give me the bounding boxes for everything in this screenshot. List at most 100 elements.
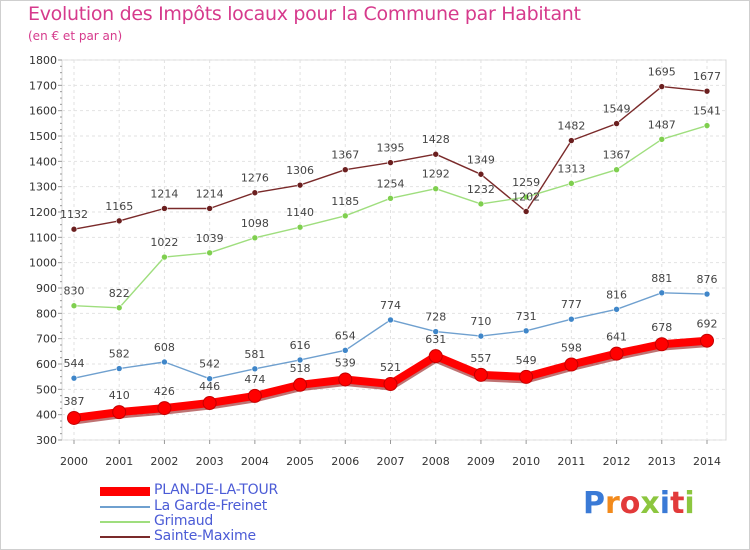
data-point-plan-de-la-tour <box>654 337 669 352</box>
data-label-grimaud: 1313 <box>557 162 585 175</box>
x-tick-label: 2004 <box>241 455 269 468</box>
logo-letter: r <box>605 486 620 521</box>
data-label-grimaud: 1487 <box>648 118 676 131</box>
x-tick-label: 2013 <box>648 455 676 468</box>
legend-swatch <box>100 506 150 508</box>
data-point-grimaud <box>387 195 394 202</box>
data-label-sainte-maxime: 1165 <box>105 200 133 213</box>
data-label-plan-de-la-tour: 446 <box>199 380 220 393</box>
data-point-grimaud <box>432 185 440 192</box>
data-label-plan-de-la-tour: 678 <box>651 321 672 334</box>
data-point-plan-de-la-tour <box>338 372 353 387</box>
data-label-sainte-maxime: 1428 <box>422 133 450 146</box>
data-point-plan-de-la-tour <box>609 346 624 361</box>
data-label-sainte-maxime: 1367 <box>331 149 359 162</box>
data-label-grimaud: 1367 <box>603 149 631 162</box>
data-point-la-garde-freinet <box>522 327 530 335</box>
data-point-la-garde-freinet <box>703 290 711 298</box>
data-point-la-garde-freinet <box>613 305 620 313</box>
y-tick-label: 1500 <box>29 130 57 143</box>
data-point-grimaud <box>161 253 168 261</box>
legend-label: PLAN-DE-LA-TOUR <box>154 482 279 498</box>
data-point-grimaud <box>658 135 666 143</box>
x-tick-label: 2009 <box>467 455 495 468</box>
data-point-sainte-maxime <box>251 189 259 197</box>
data-label-plan-de-la-tour: 387 <box>64 395 85 408</box>
data-label-la-garde-freinet: 774 <box>380 299 401 312</box>
x-tick-label: 2007 <box>377 455 405 468</box>
data-point-grimaud <box>70 302 78 310</box>
data-label-plan-de-la-tour: 539 <box>335 356 356 369</box>
data-point-plan-de-la-tour <box>519 369 534 384</box>
data-point-sainte-maxime <box>432 150 440 158</box>
data-label-grimaud: 1140 <box>286 206 314 219</box>
data-label-la-garde-freinet: 777 <box>561 298 582 311</box>
data-point-plan-de-la-tour <box>157 401 172 416</box>
y-tick-label: 600 <box>36 358 57 371</box>
data-point-sainte-maxime <box>115 217 123 225</box>
data-label-plan-de-la-tour: 641 <box>606 331 627 344</box>
data-point-sainte-maxime <box>341 166 349 173</box>
legend-swatch <box>100 536 150 538</box>
data-label-plan-de-la-tour: 557 <box>470 352 491 365</box>
data-point-grimaud <box>115 304 123 312</box>
data-label-grimaud: 1022 <box>150 236 178 249</box>
data-point-grimaud <box>522 193 530 201</box>
data-point-la-garde-freinet <box>161 358 168 366</box>
data-label-la-garde-freinet: 876 <box>697 273 718 286</box>
data-label-sainte-maxime: 1677 <box>693 70 721 83</box>
data-point-la-garde-freinet <box>115 365 123 372</box>
data-label-sainte-maxime: 1395 <box>377 142 405 155</box>
data-point-grimaud <box>206 249 213 257</box>
data-label-grimaud: 1098 <box>241 217 269 230</box>
data-point-la-garde-freinet <box>477 332 485 340</box>
data-label-la-garde-freinet: 816 <box>606 288 627 301</box>
data-point-grimaud <box>568 180 575 187</box>
data-label-plan-de-la-tour: 598 <box>561 342 582 355</box>
legend-label: Sainte-Maxime <box>154 528 256 544</box>
data-point-plan-de-la-tour <box>700 333 714 348</box>
y-tick-label: 1000 <box>29 257 57 270</box>
data-label-plan-de-la-tour: 521 <box>380 361 401 374</box>
y-tick-label: 800 <box>36 307 57 320</box>
data-label-sainte-maxime: 1132 <box>60 208 88 221</box>
legend-label: Grimaud <box>154 513 214 529</box>
data-label-grimaud: 1232 <box>467 183 495 196</box>
data-label-la-garde-freinet: 710 <box>470 315 491 328</box>
y-tick-label: 900 <box>36 282 57 295</box>
data-label-grimaud: 1039 <box>196 232 224 245</box>
chart-title: Evolution des Impôts locaux pour la Comm… <box>28 3 581 25</box>
data-label-la-garde-freinet: 542 <box>199 358 220 371</box>
legend-label: La Garde-Freinet <box>154 498 268 514</box>
data-label-la-garde-freinet: 616 <box>290 339 311 352</box>
data-label-plan-de-la-tour: 426 <box>154 385 175 398</box>
data-point-grimaud <box>703 122 711 129</box>
y-tick-label: 500 <box>36 383 57 396</box>
data-point-la-garde-freinet <box>658 289 666 297</box>
data-label-la-garde-freinet: 581 <box>244 348 265 361</box>
data-point-sainte-maxime <box>477 170 485 178</box>
y-tick-label: 400 <box>36 409 57 422</box>
data-point-sainte-maxime <box>613 120 620 127</box>
proxiti-logo: Proxiti <box>583 486 695 521</box>
data-label-grimaud: 830 <box>64 285 85 298</box>
data-point-la-garde-freinet <box>206 375 213 382</box>
data-point-sainte-maxime <box>206 205 213 212</box>
data-label-sainte-maxime: 1349 <box>467 153 495 166</box>
data-point-plan-de-la-tour <box>202 396 217 411</box>
data-point-la-garde-freinet <box>70 374 78 382</box>
data-point-la-garde-freinet <box>432 328 440 335</box>
logo-letter: o <box>619 486 641 521</box>
data-label-sainte-maxime: 1306 <box>286 164 314 177</box>
logo-letter: i <box>684 486 695 521</box>
data-point-sainte-maxime <box>703 87 711 95</box>
series-group <box>67 83 714 425</box>
y-tick-label: 1300 <box>29 181 57 194</box>
data-point-plan-de-la-tour <box>564 357 579 372</box>
data-point-la-garde-freinet <box>251 365 259 373</box>
data-labels: 1132 1165 1214 1214 1276 1306 1367 1395 1428 1349… <box>60 66 721 408</box>
data-point-plan-de-la-tour <box>383 377 398 392</box>
data-point-sainte-maxime <box>658 83 666 90</box>
data-point-grimaud <box>251 234 259 242</box>
